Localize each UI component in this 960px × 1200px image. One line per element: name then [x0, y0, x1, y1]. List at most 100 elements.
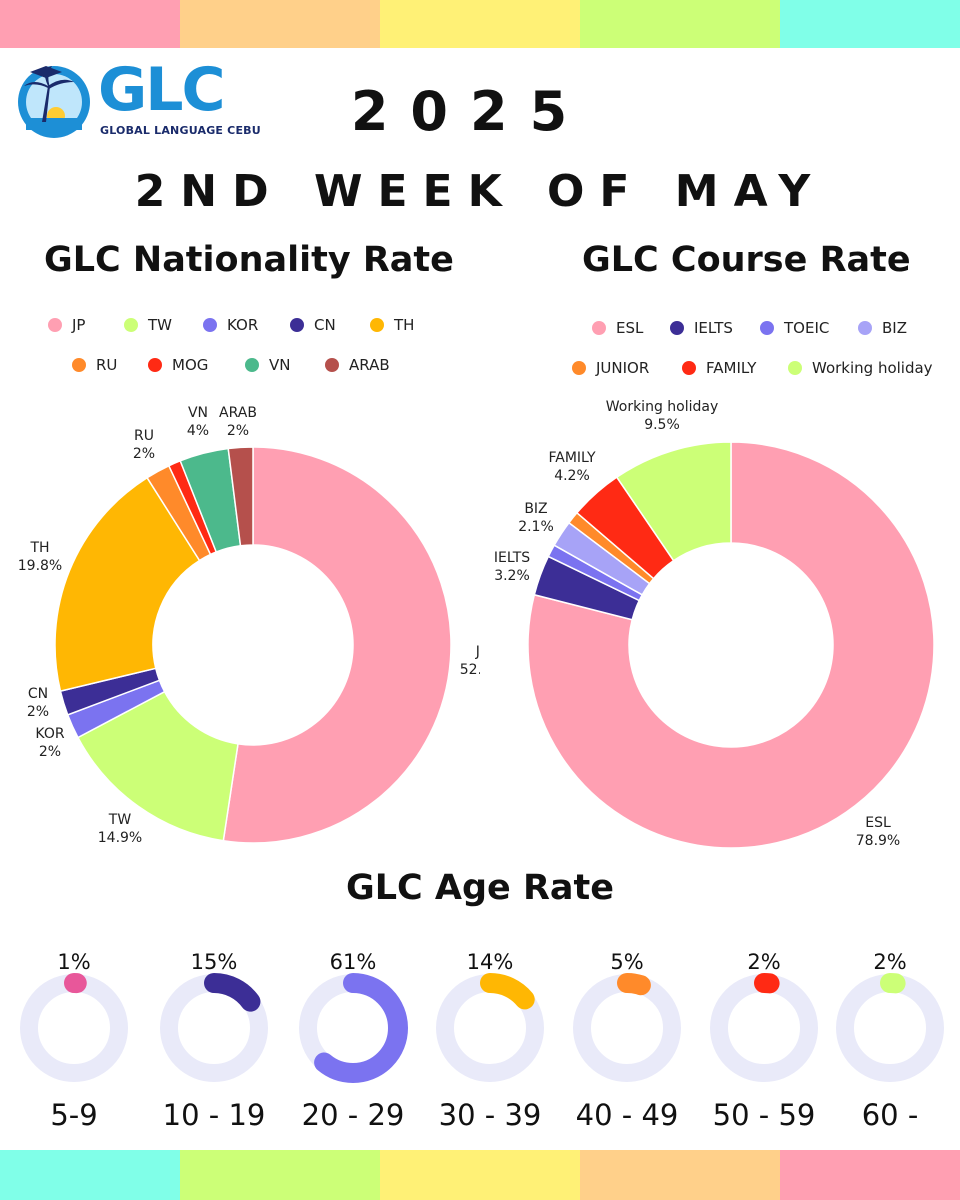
legend-item: ARAB — [325, 356, 390, 374]
legend-label: TOEIC — [784, 319, 830, 337]
legend-label: IELTS — [694, 319, 733, 337]
age-range-label: 5-9 — [50, 1098, 98, 1132]
slice-label: IELTS — [494, 550, 530, 566]
legend-item: FAMILY — [682, 359, 756, 377]
age-ring — [298, 973, 408, 1083]
legend-item: TOEIC — [760, 319, 829, 337]
stripe-segment — [380, 0, 580, 48]
ring-track — [710, 974, 818, 1082]
legend-swatch — [370, 318, 384, 332]
slice-value: 19.8% — [18, 558, 62, 574]
age-ring — [19, 973, 129, 1083]
stripe-segment — [580, 0, 780, 48]
legend-label: VN — [269, 356, 291, 374]
top-color-stripe — [0, 0, 960, 48]
slice-value: 4.2% — [554, 468, 590, 484]
legend-swatch — [124, 318, 138, 332]
age-range-label: 30 - 39 — [438, 1098, 542, 1132]
course-donut-chart: ESL 78.9% IELTS 3.2% BIZ 2.1% FAMILY 4.2% Workin… — [494, 399, 935, 849]
age-percent-label: 1% — [57, 950, 91, 974]
age-range-label: 10 - 19 — [162, 1098, 266, 1132]
legend-swatch — [48, 318, 62, 332]
logo-subtitle: GLOBAL LANGUAGE CEBU — [100, 124, 261, 137]
stripe-segment — [0, 0, 180, 48]
slice-label: ARAB — [219, 405, 257, 421]
legend-label: Working holiday — [812, 359, 933, 377]
slice-value: 2% — [27, 704, 49, 720]
age-chart-title: GLC Age Rate — [345, 868, 614, 908]
ring-track — [573, 974, 681, 1082]
legend-item: KOR — [203, 316, 258, 334]
legend-item: BIZ — [858, 319, 907, 337]
legend-swatch — [72, 358, 86, 372]
legend-item: TW — [124, 316, 172, 334]
glc-logo — [18, 66, 90, 138]
slice-label: KOR — [35, 726, 64, 742]
slice-value: 4% — [187, 423, 209, 439]
donut-slice-jp — [222, 446, 452, 844]
legend-swatch — [682, 361, 696, 375]
page-year: 2025 — [350, 80, 590, 143]
nationality-donut-chart: JP 52.5% TW 14.9% KOR 2% CN 2% TH 19.8% RU 2% VN 4% AR… — [18, 405, 480, 846]
legend-swatch — [592, 321, 606, 335]
age-ring — [709, 973, 819, 1083]
slice-value: 2.1% — [518, 519, 554, 535]
legend-label: TW — [148, 316, 172, 334]
legend-item: IELTS — [670, 319, 733, 337]
ring-fill — [159, 973, 269, 1083]
age-ring — [159, 973, 269, 1083]
nationality-chart-title: GLC Nationality Rate — [44, 240, 454, 280]
slice-label: JP — [475, 644, 480, 660]
slice-value: 78.9% — [856, 833, 900, 849]
slice-value: 2% — [39, 744, 61, 760]
age-ring — [572, 973, 682, 1083]
legend-label: ARAB — [349, 356, 390, 374]
slice-label: ESL — [865, 815, 891, 831]
stripe-segment — [180, 1150, 380, 1200]
legend-item: JUNIOR — [572, 359, 649, 377]
age-range-label: 50 - 59 — [712, 1098, 816, 1132]
legend-label: FAMILY — [706, 359, 757, 377]
page-week-title: 2ND WEEK OF MAY — [134, 166, 826, 217]
donut-slice-esl — [527, 441, 935, 849]
age-percent-label: 2% — [873, 950, 907, 974]
ring-fill — [19, 973, 129, 1083]
age-percent-label: 14% — [466, 950, 514, 974]
legend-item: RU — [72, 356, 117, 374]
legend-label: RU — [96, 356, 118, 374]
legend-label: JP — [72, 316, 86, 334]
legend-item: ESL — [592, 319, 643, 337]
age-percent-label: 15% — [190, 950, 238, 974]
age-range-label: 40 - 49 — [575, 1098, 679, 1132]
legend-swatch — [203, 318, 217, 332]
stripe-segment — [780, 1150, 960, 1200]
legend-swatch — [670, 321, 684, 335]
legend-label: TH — [394, 316, 415, 334]
age-percent-label: 5% — [610, 950, 644, 974]
legend-item: VN — [245, 356, 290, 374]
age-ring — [435, 973, 545, 1083]
ring-fill — [298, 973, 408, 1083]
legend-label: CN — [314, 316, 336, 334]
logo-wordmark: GLC — [98, 55, 226, 125]
legend-item: Working holiday — [788, 359, 933, 377]
slice-label: TW — [108, 812, 132, 828]
slice-value: 2% — [227, 423, 249, 439]
age-ring — [835, 973, 945, 1083]
slice-label: BIZ — [524, 501, 547, 517]
legend-label: BIZ — [882, 319, 907, 337]
slice-value: 14.9% — [98, 830, 142, 846]
slice-value: 2% — [133, 446, 155, 462]
age-range-label: 20 - 29 — [301, 1098, 405, 1132]
slice-value: 3.2% — [494, 568, 530, 584]
ring-track — [836, 974, 944, 1082]
slice-label: RU — [134, 428, 154, 444]
legend-swatch — [245, 358, 259, 372]
legend-item: CN — [290, 316, 336, 334]
stripe-segment — [380, 1150, 580, 1200]
stripe-segment — [0, 1150, 180, 1200]
slice-label: CN — [28, 686, 48, 702]
ring-fill — [572, 973, 682, 1083]
legend-item: TH — [370, 316, 414, 334]
slice-value: 52.5% — [460, 662, 480, 678]
